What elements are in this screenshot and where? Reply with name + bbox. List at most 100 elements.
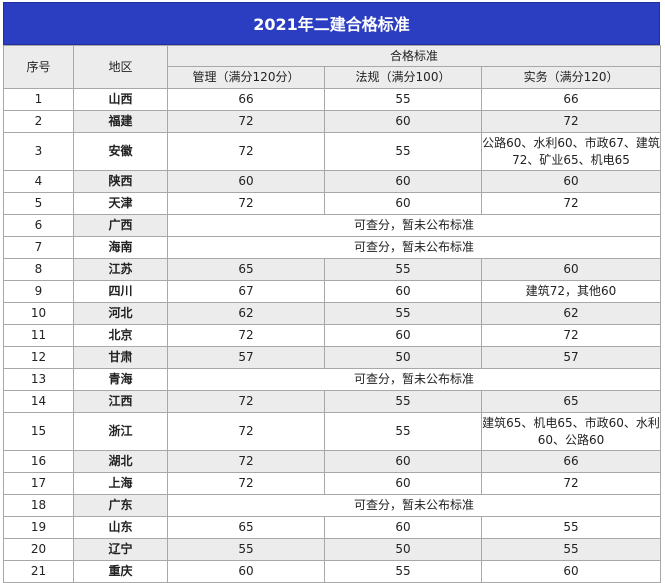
row-index: 11 — [3, 324, 74, 347]
row-practice-score: 72 — [480, 192, 662, 215]
table-row: 13 青海 可查分，暂未公布标准 — [3, 368, 662, 391]
table-row: 9 四川 67 60 建筑72，其他60 — [3, 280, 662, 303]
row-index: 16 — [3, 450, 74, 473]
row-index: 13 — [3, 368, 74, 391]
table-row: 19 山东 65 60 55 — [3, 516, 662, 539]
row-law-score: 60 — [324, 324, 482, 347]
row-region: 北京 — [73, 324, 168, 347]
row-region: 青海 — [73, 368, 168, 391]
row-index: 8 — [3, 258, 74, 281]
table-row: 5 天津 72 60 72 — [3, 192, 662, 215]
row-practice-score: 60 — [480, 258, 662, 281]
row-index: 14 — [3, 390, 74, 413]
row-note: 可查分，暂未公布标准 — [166, 494, 662, 517]
table-row: 4 陕西 60 60 60 — [3, 170, 662, 193]
row-region: 山东 — [73, 516, 168, 539]
row-practice-score: 62 — [480, 302, 662, 325]
row-region: 山西 — [73, 88, 168, 111]
row-practice-score: 66 — [480, 88, 662, 111]
header-index: 序号 — [3, 45, 74, 89]
row-region: 福建 — [73, 110, 168, 133]
row-practice-score: 57 — [480, 346, 662, 369]
row-region: 浙江 — [73, 412, 168, 451]
row-region: 湖北 — [73, 450, 168, 473]
table-row: 17 上海 72 60 72 — [3, 472, 662, 495]
row-note: 可查分，暂未公布标准 — [166, 214, 662, 237]
table-row: 18 广东 可查分，暂未公布标准 — [3, 494, 662, 517]
header-practice: 实务（满分120） — [480, 66, 662, 89]
row-index: 19 — [3, 516, 74, 539]
table-row: 12 甘肃 57 50 57 — [3, 346, 662, 369]
row-law-score: 55 — [324, 412, 482, 451]
row-index: 18 — [3, 494, 74, 517]
row-index: 15 — [3, 412, 74, 451]
row-mgmt-score: 55 — [167, 538, 325, 561]
table-row: 3 安徽 72 55 公路60、水利60、市政67、建筑72、矿业65、机电65 — [3, 132, 662, 171]
row-index: 3 — [3, 132, 74, 171]
row-region: 重庆 — [73, 560, 168, 583]
row-region: 江苏 — [73, 258, 168, 281]
row-index: 17 — [3, 472, 74, 495]
row-index: 2 — [3, 110, 74, 133]
row-law-score: 55 — [324, 390, 482, 413]
row-region: 上海 — [73, 472, 168, 495]
header-group: 合格标准 — [166, 45, 662, 67]
row-law-score: 50 — [324, 346, 482, 369]
row-practice-score: 72 — [480, 472, 662, 495]
row-index: 21 — [3, 560, 74, 583]
row-mgmt-score: 72 — [167, 132, 325, 171]
row-law-score: 60 — [324, 450, 482, 473]
row-practice-score: 公路60、水利60、市政67、建筑72、矿业65、机电65 — [480, 132, 662, 171]
row-practice-score: 建筑65、机电65、市政60、水利60、公路60 — [480, 412, 662, 451]
table-row: 21 重庆 60 55 60 — [3, 560, 662, 583]
table-row: 11 北京 72 60 72 — [3, 324, 662, 347]
row-region: 四川 — [73, 280, 168, 303]
row-law-score: 60 — [324, 516, 482, 539]
row-region: 天津 — [73, 192, 168, 215]
row-law-score: 55 — [324, 132, 482, 171]
row-mgmt-score: 66 — [167, 88, 325, 111]
row-mgmt-score: 65 — [167, 258, 325, 281]
row-practice-score: 72 — [480, 110, 662, 133]
row-mgmt-score: 65 — [167, 516, 325, 539]
row-region: 陕西 — [73, 170, 168, 193]
row-law-score: 50 — [324, 538, 482, 561]
row-index: 9 — [3, 280, 74, 303]
row-law-score: 60 — [324, 192, 482, 215]
table-row: 16 湖北 72 60 66 — [3, 450, 662, 473]
table-row: 15 浙江 72 55 建筑65、机电65、市政60、水利60、公路60 — [3, 412, 662, 451]
standards-table: 序号 地区 合格标准 管理（满分120分） 法规（满分100） 实务（满分120… — [3, 45, 662, 583]
row-practice-score: 55 — [480, 516, 662, 539]
row-practice-score: 55 — [480, 538, 662, 561]
table-title: 2021年二建合格标准 — [3, 2, 660, 45]
row-law-score: 55 — [324, 258, 482, 281]
row-mgmt-score: 72 — [167, 110, 325, 133]
row-law-score: 60 — [324, 170, 482, 193]
header-row-1: 序号 地区 合格标准 — [3, 45, 662, 89]
row-mgmt-score: 72 — [167, 192, 325, 215]
row-region: 广西 — [73, 214, 168, 237]
table-row: 20 辽宁 55 50 55 — [3, 538, 662, 561]
row-practice-score: 60 — [480, 560, 662, 583]
table-row: 2 福建 72 60 72 — [3, 110, 662, 133]
header-law: 法规（满分100） — [324, 66, 482, 89]
row-index: 4 — [3, 170, 74, 193]
row-law-score: 60 — [324, 472, 482, 495]
row-mgmt-score: 60 — [167, 170, 325, 193]
row-practice-score: 72 — [480, 324, 662, 347]
row-law-score: 60 — [324, 280, 482, 303]
row-index: 6 — [3, 214, 74, 237]
row-mgmt-score: 72 — [167, 324, 325, 347]
row-law-score: 55 — [324, 560, 482, 583]
row-law-score: 55 — [324, 302, 482, 325]
row-index: 20 — [3, 538, 74, 561]
table-row: 10 河北 62 55 62 — [3, 302, 662, 325]
row-index: 5 — [3, 192, 74, 215]
row-region: 甘肃 — [73, 346, 168, 369]
table-row: 8 江苏 65 55 60 — [3, 258, 662, 281]
row-mgmt-score: 57 — [167, 346, 325, 369]
row-region: 河北 — [73, 302, 168, 325]
row-mgmt-score: 72 — [167, 412, 325, 451]
row-region: 辽宁 — [73, 538, 168, 561]
header-region: 地区 — [73, 45, 168, 89]
